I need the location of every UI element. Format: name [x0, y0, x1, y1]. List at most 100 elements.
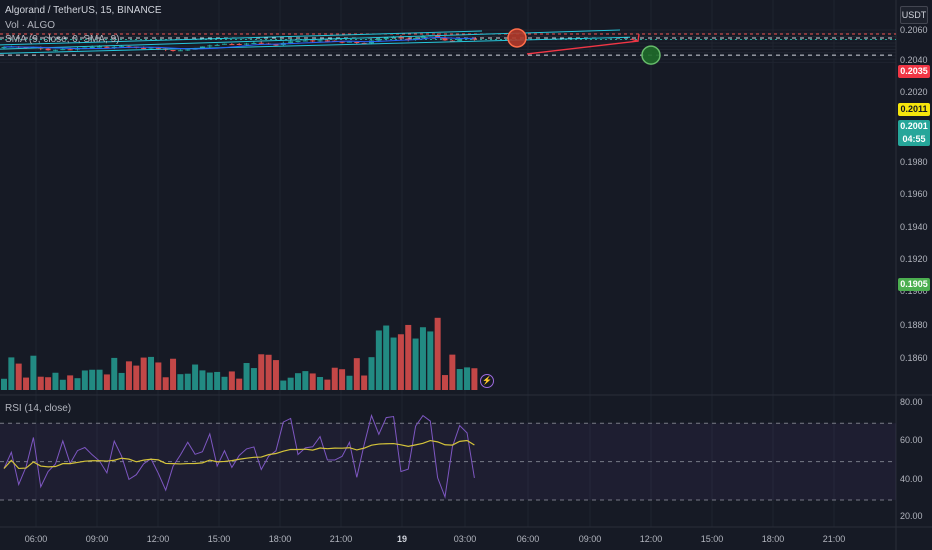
candle-body[interactable] [273, 44, 279, 46]
rsi-legend[interactable]: RSI (14, close) [5, 403, 72, 414]
target-circle-marker[interactable] [641, 45, 661, 65]
candle-body[interactable] [449, 40, 455, 42]
candle-body[interactable] [435, 35, 441, 38]
resistance-price-tag[interactable]: 0.2035 [898, 65, 930, 78]
candle-body[interactable] [442, 37, 448, 41]
time-tick: 18:00 [268, 534, 292, 544]
candle-body[interactable] [339, 41, 345, 43]
last-price-tag[interactable]: 0.2001 04:55 [898, 120, 930, 146]
volume-bar [427, 331, 434, 390]
candle-body[interactable] [310, 40, 316, 42]
volume-bar [52, 372, 59, 390]
candle-body[interactable] [52, 49, 58, 51]
volume-bar [309, 373, 316, 390]
candle-body[interactable] [45, 48, 51, 51]
volume-bar [397, 334, 404, 390]
volume-bar [206, 372, 213, 390]
trade-annotation[interactable] [507, 28, 661, 65]
price-tick: 0.1860 [900, 353, 928, 363]
candle-body[interactable] [354, 41, 360, 43]
candle-body[interactable] [60, 49, 66, 51]
target-price-tag[interactable]: 0.1905 [898, 278, 930, 291]
volume-bar [45, 377, 52, 390]
sma-legend[interactable]: SMA (9, close, 0, SMA, 9) [5, 34, 120, 45]
candle-body[interactable] [244, 43, 250, 45]
candle-body[interactable] [346, 41, 352, 43]
candle-body[interactable] [317, 40, 323, 42]
volume-bar [471, 368, 478, 390]
candle-body[interactable] [148, 47, 154, 49]
volume-bar [192, 364, 199, 390]
last-price-value: 0.2001 [900, 121, 928, 131]
candle-body[interactable] [251, 42, 257, 44]
volume-bar [15, 363, 22, 390]
candle-body[interactable] [214, 44, 220, 46]
candle-body[interactable] [89, 47, 95, 49]
candle-body[interactable] [236, 43, 242, 45]
candle-body[interactable] [126, 46, 132, 48]
candle-body[interactable] [324, 40, 330, 42]
down-arrow-line[interactable] [526, 40, 639, 55]
price-tick: 0.1920 [900, 254, 928, 264]
time-tick: 21:00 [329, 534, 353, 544]
candle-body[interactable] [97, 46, 103, 48]
candle-body[interactable] [141, 48, 147, 50]
entry-price-tag[interactable]: 0.2011 [898, 103, 930, 116]
candle-body[interactable] [471, 38, 477, 40]
candle-body[interactable] [177, 50, 183, 52]
candle-body[interactable] [67, 49, 73, 51]
volume-bar [346, 375, 353, 390]
volume-bar [155, 362, 162, 390]
candle-body[interactable] [420, 36, 426, 38]
candle-body[interactable] [413, 38, 419, 40]
candle-body[interactable] [398, 36, 404, 39]
volume-bar [324, 379, 331, 390]
candle-body[interactable] [457, 38, 463, 41]
candle-body[interactable] [82, 47, 88, 49]
candle-body[interactable] [405, 38, 411, 40]
volume-bar [96, 369, 103, 390]
candle-body[interactable] [170, 50, 176, 52]
candle-body[interactable] [288, 41, 294, 43]
candle-body[interactable] [229, 44, 235, 46]
candle-body[interactable] [104, 46, 110, 48]
candle-body[interactable] [119, 46, 125, 48]
candle-body[interactable] [185, 49, 191, 51]
candle-body[interactable] [199, 46, 205, 49]
volume-bar [81, 370, 88, 390]
volume-bar [162, 377, 169, 390]
volume-bar [302, 371, 309, 390]
candle-body[interactable] [155, 47, 161, 49]
candle-body[interactable] [222, 43, 227, 45]
price-tick: 0.2060 [900, 25, 928, 35]
candle-body[interactable] [295, 41, 301, 43]
channel-outer-upper-line[interactable] [0, 30, 483, 46]
rsi-ma-line [3, 439, 475, 470]
candle-body[interactable] [111, 46, 117, 48]
volume-bar [412, 338, 419, 390]
candle-body[interactable] [383, 37, 389, 40]
volume-legend[interactable]: Vol · ALGO [5, 20, 56, 31]
lightning-icon[interactable]: ⚡ [480, 374, 494, 388]
volume-bar [265, 354, 272, 390]
time-tick: 06:00 [24, 534, 48, 544]
candle-body[interactable] [1, 47, 7, 49]
candle-body[interactable] [361, 42, 367, 44]
price-tick: 0.1960 [900, 189, 928, 199]
candle-body[interactable] [302, 40, 308, 42]
symbol-legend[interactable]: Algorand / TetherUS, 15, BINANCE [5, 5, 162, 16]
entry-circle-marker[interactable] [507, 28, 527, 48]
rsi-tick: 60.00 [900, 435, 923, 445]
candle-body[interactable] [258, 42, 264, 44]
currency-button[interactable]: USDT [900, 6, 928, 24]
volume-bar [339, 369, 346, 390]
volume-bar [184, 373, 191, 390]
volume-bar [170, 358, 177, 390]
rsi-tick: 20.00 [900, 511, 923, 521]
time-tick: 09:00 [578, 534, 602, 544]
candle-body[interactable] [376, 38, 382, 41]
volume-bar [434, 317, 441, 390]
volume-bar [125, 361, 132, 390]
candle-body[interactable] [207, 45, 213, 47]
